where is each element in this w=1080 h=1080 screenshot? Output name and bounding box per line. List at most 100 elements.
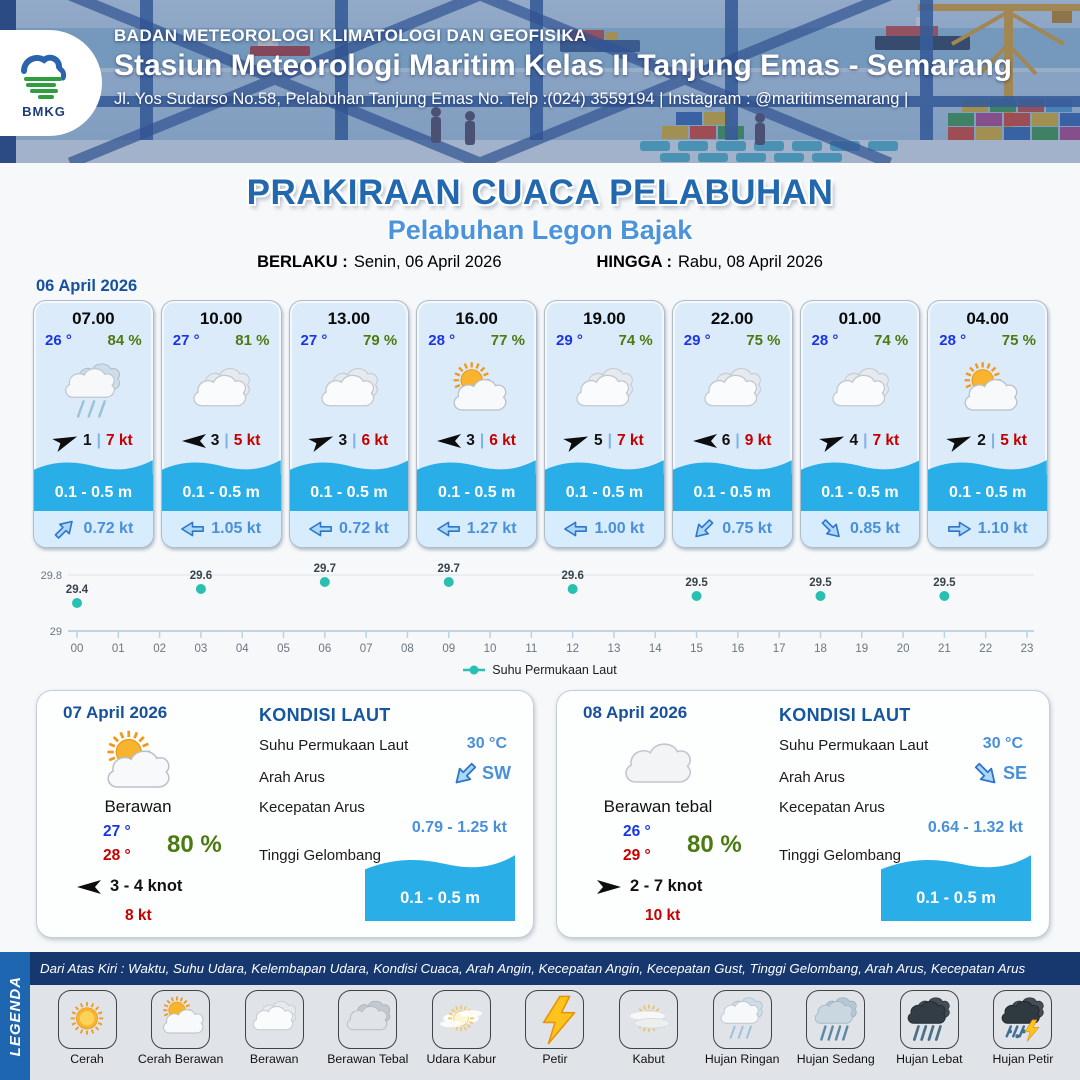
card-humidity: 81 % [235,332,270,349]
wave-crest [34,460,153,475]
wave-height-label: Tinggi Gelombang [259,847,382,864]
card-temperature: 28 ° [811,332,839,349]
current-speed-label: Kecepatan Arus [779,799,885,816]
card-gust-speed: 5 kt [233,432,261,449]
station-name: Stasiun Meteorologi Maritim Kelas II Tan… [114,49,1012,82]
panel-temp-max: 29 ° [623,847,651,864]
weather-icon-cloud [625,743,692,783]
forecast-card: 19.00 29 ° 74 % 5 | 7 kt 0.1 - 0.5 m 1.0… [544,300,665,548]
legend-item-label: Hujan Petir [992,1052,1054,1066]
weather-icon-hujan-lebat [908,996,951,1041]
svg-text:22: 22 [979,643,992,655]
svg-text:29.4: 29.4 [66,584,89,596]
header: BADAN METEOROLOGI KLIMATOLOGI DAN GEOFIS… [0,0,1080,163]
current-direction-arrow-E [947,521,971,537]
header-text: BADAN METEOROLOGI KLIMATOLOGI DAN GEOFIS… [114,26,1012,109]
card-current-row: 0.85 kt [800,511,920,547]
card-time: 16.00 [455,309,498,328]
forecast-card: 22.00 29 ° 75 % 6 | 9 kt 0.1 - 0.5 m 0.7… [671,300,793,548]
sst-value: 30 °C [982,735,1023,752]
card-wave-band: 0.1 - 0.5 m [161,458,281,511]
weather-icon-berawan [704,367,762,407]
port-name: Pelabuhan Legon Bajak [387,215,693,245]
wind-direction-arrow-W [437,433,462,449]
card-wind-row: 2 | 5 kt [928,432,1047,452]
legend-description: Dari Atas Kiri : Waktu, Suhu Udara, Kele… [40,961,1026,976]
card-temperature: 29 ° [683,332,711,349]
card-time: 04.00 [966,309,1009,328]
card-temp-humidity-row: 29 ° 74 % [545,329,664,349]
card-wind-row: 3 | 5 kt [162,432,281,450]
svg-text:04: 04 [236,643,249,655]
page-title: PRAKIRAAN CUACA PELABUHAN [246,173,834,212]
card-weather-icon [954,359,1022,427]
card-wave-band: 0.1 - 0.5 m [289,458,409,511]
card-wave-band: 0.1 - 0.5 m [417,458,536,511]
legend-item: Hujan Petir [978,990,1068,1080]
panel-gust: 10 kt [645,907,681,924]
card-temp-humidity-row: 28 ° 77 % [417,329,536,349]
valid-to: HINGGA : Rabu, 08 April 2026 [597,253,823,272]
panel-temp-max: 28 ° [103,847,131,864]
wind-direction-arrow-W [692,433,717,449]
legend-strip: LEGENDA [0,952,30,1080]
card-time: 19.00 [583,309,626,328]
legend-item: Berawan Tebal [323,990,413,1080]
sst-chart: 29.8 29 00 01 02 03 04 05 06 07 08 09 10 11 12 13 14 15 16… [22,556,1058,658]
card-current-row: 1.27 kt [417,511,536,547]
card-wind-separator: | [224,432,229,449]
card-wave-band: 0.1 - 0.5 m [545,458,664,511]
valid-from-value: Senin, 06 April 2026 [353,253,502,271]
svg-text:01: 01 [112,643,125,655]
wave-crest [161,460,281,475]
svg-text:20: 20 [897,643,910,655]
legend-item-label: Hujan Lebat [896,1052,963,1066]
wind-direction-arrow-E [597,879,621,895]
panel-humidity: 80 % [167,831,222,858]
legend-item-label: Cerah [70,1052,104,1066]
current-direction-text: SW [482,763,511,783]
forecast-card: 16.00 28 ° 77 % 3 | 6 kt 0.1 - 0.5 m 1.2… [416,300,537,548]
card-wave-band: 0.1 - 0.5 m [34,458,153,511]
legend-item-label: Petir [542,1052,568,1066]
card-gust-speed: 9 kt [744,432,772,449]
svg-text:07: 07 [360,643,373,655]
current-direction-text: SE [1002,763,1027,783]
panel-date: 07 April 2026 [63,703,168,722]
current-direction-arrow-SE [818,515,846,543]
card-wind-speed: 3 [338,432,348,449]
card-wave-height: 0.1 - 0.5 m [54,483,133,501]
wave-crest [365,855,515,877]
wave-height-label: Tinggi Gelombang [779,847,902,864]
card-wind-separator: | [735,432,740,449]
svg-text:29.6: 29.6 [561,570,583,582]
legend-item-label: Cerah Berawan [137,1052,224,1066]
card-wave-height: 0.1 - 0.5 m [693,483,771,501]
card-temperature: 27 ° [172,332,200,349]
weather-icon-cerah [70,1001,104,1035]
wave-crest [881,855,1031,877]
svg-text:29.5: 29.5 [809,577,832,589]
sst-value: 30 °C [466,735,507,752]
card-temp-humidity-row: 28 ° 75 % [928,329,1047,349]
card-wind-separator: | [863,432,868,449]
weather-icon-berawan [321,367,378,407]
card-humidity: 77 % [490,332,525,349]
card-current-row: 0.75 kt [672,511,792,547]
card-current-row: 0.72 kt [34,511,153,547]
svg-text:06: 06 [318,643,331,655]
legend-item-label: Hujan Sedang [796,1052,875,1066]
card-wind-speed: 2 [977,432,986,449]
card-humidity: 74 % [874,332,909,349]
legend-footer: LEGENDA Dari Atas Kiri : Waktu, Suhu Uda… [0,952,1080,1080]
card-wave-height: 0.1 - 0.5 m [821,483,899,501]
wave-crest [672,460,792,475]
current-speed-label: Kecepatan Arus [259,799,365,816]
card-humidity: 79 % [363,332,398,349]
svg-text:14: 14 [649,643,662,655]
panel-humidity: 80 % [687,831,742,858]
weather-icon-berawan [576,367,634,407]
wave-crest [289,460,409,475]
svg-text:18: 18 [814,643,827,655]
svg-text:08: 08 [401,643,414,655]
